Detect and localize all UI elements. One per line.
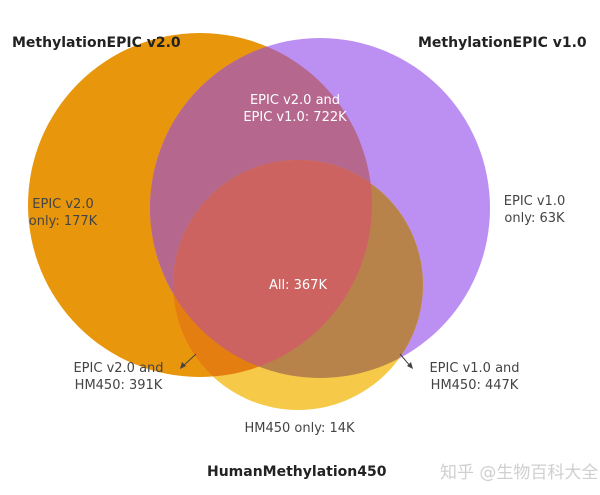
region-v1-hm450-label: EPIC v1.0 and HM450: 447K [422,360,527,394]
text: HM450: 447K [430,378,519,393]
text: only: 63K [504,211,565,226]
region-v2-only-label: EPIC v2.0 only: 177K [28,196,98,230]
text: EPIC v1.0: 722K [243,110,347,125]
text: EPIC v1.0 and [429,361,520,376]
text: EPIC v2.0 [32,197,94,212]
text: HM450: 391K [74,378,163,393]
watermark: 知乎 @生物百科大全 [440,463,599,483]
text: EPIC v2.0 and [73,361,164,376]
region-hm450-only-label: HM450 only: 14K [244,421,355,436]
region-v1-only-label: EPIC v1.0 only: 63K [497,193,572,227]
arrowhead-icon [180,362,186,369]
region-all-label: All: 367K [269,278,327,293]
text: only: 177K [28,214,98,229]
arrowhead-icon [407,362,413,369]
region-v2-v1-label: EPIC v2.0 and EPIC v1.0: 722K [220,92,370,126]
label-hm450: HumanMethylation450 [207,464,387,480]
label-v2: MethylationEPIC v2.0 [12,35,181,51]
label-v1: MethylationEPIC v1.0 [418,35,587,51]
region-v2-hm450-label: EPIC v2.0 and HM450: 391K [66,360,171,394]
text: EPIC v1.0 [503,194,566,209]
text: EPIC v2.0 and [249,93,341,108]
